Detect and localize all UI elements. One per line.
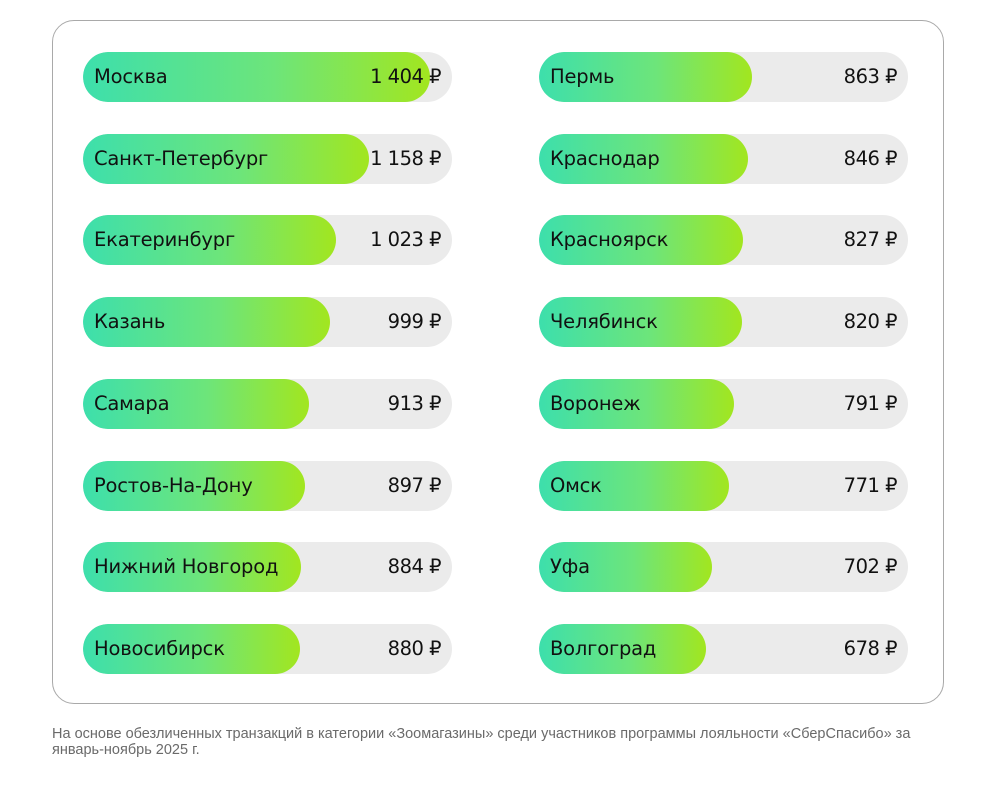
bar-label: Омск <box>550 474 602 497</box>
bar-fill <box>539 297 742 347</box>
bar-fill <box>83 52 430 102</box>
bar-value-label: 820 ₽ <box>843 310 898 333</box>
bar-fill <box>539 542 713 592</box>
bar-value-label: 880 ₽ <box>387 637 442 660</box>
bar-value-label: 999 ₽ <box>387 310 442 333</box>
bar-label: Самара <box>94 392 170 415</box>
bar-row: Санкт-Петербург 1 158 ₽ <box>83 134 452 184</box>
bar-label: Красноярск <box>550 228 669 251</box>
bar-fill <box>83 379 309 429</box>
bar-fill <box>83 461 305 511</box>
bar-row: Самара 913 ₽ <box>83 379 452 429</box>
bar-label: Уфа <box>550 555 590 578</box>
bar-row: Новосибирск 880 ₽ <box>83 624 452 674</box>
bar-value-label: 702 ₽ <box>843 555 898 578</box>
bar-fill <box>83 215 336 265</box>
bar-row: Москва 1 404 ₽ <box>83 52 452 102</box>
bar-value-label: 1 023 ₽ <box>370 228 441 251</box>
bar-row: Уфа 702 ₽ <box>539 542 908 592</box>
bar-label: Новосибирск <box>94 637 225 660</box>
bar-value-label: 863 ₽ <box>843 65 898 88</box>
bar-label: Ростов-На-Дону <box>94 474 253 497</box>
bar-fill <box>539 379 735 429</box>
bar-fill <box>83 297 330 347</box>
bar-row: Омск 771 ₽ <box>539 461 908 511</box>
bar-label: Пермь <box>550 65 615 88</box>
bar-value-label: 897 ₽ <box>387 474 442 497</box>
bar-row: Челябинск 820 ₽ <box>539 297 908 347</box>
bar-row: Екатеринбург 1 023 ₽ <box>83 215 452 265</box>
footnote: На основе обезличенных транзакций в кате… <box>52 726 911 758</box>
bar-label: Воронеж <box>550 392 641 415</box>
bar-label: Казань <box>94 310 166 333</box>
bar-fill <box>539 624 707 674</box>
bar-row: Ростов-На-Дону 897 ₽ <box>83 461 452 511</box>
bar-row: Красноярск 827 ₽ <box>539 215 908 265</box>
bar-label: Нижний Новгород <box>94 555 279 578</box>
chart-card <box>52 20 944 704</box>
bar-value-label: 678 ₽ <box>843 637 898 660</box>
bar-row: Волгоград 678 ₽ <box>539 624 908 674</box>
bar-label: Челябинск <box>550 310 658 333</box>
bar-row: Краснодар 846 ₽ <box>539 134 908 184</box>
bar-value-label: 884 ₽ <box>387 555 442 578</box>
bar-label: Москва <box>94 65 168 88</box>
bar-fill <box>83 624 301 674</box>
bar-value-label: 791 ₽ <box>843 392 898 415</box>
bar-fill <box>539 134 748 184</box>
bar-value-label: 771 ₽ <box>843 474 898 497</box>
bar-row: Казань 999 ₽ <box>83 297 452 347</box>
bar-value-label: 913 ₽ <box>387 392 442 415</box>
bar-label: Краснодар <box>550 147 660 170</box>
bar-row: Воронеж 791 ₽ <box>539 379 908 429</box>
bar-value-label: 827 ₽ <box>843 228 898 251</box>
bar-value-label: 846 ₽ <box>843 147 898 170</box>
bar-value-label: 1 404 ₽ <box>370 65 441 88</box>
bar-fill <box>539 461 730 511</box>
bar-label: Волгоград <box>550 637 657 660</box>
bar-fill <box>539 52 753 102</box>
bar-label: Санкт-Петербург <box>94 147 269 170</box>
bar-label: Екатеринбург <box>94 228 235 251</box>
bar-value-label: 1 158 ₽ <box>370 147 441 170</box>
bar-fill <box>539 215 744 265</box>
bar-fill <box>83 134 369 184</box>
bar-fill <box>83 542 302 592</box>
bar-row: Нижний Новгород 884 ₽ <box>83 542 452 592</box>
bar-row: Пермь 863 ₽ <box>539 52 908 102</box>
